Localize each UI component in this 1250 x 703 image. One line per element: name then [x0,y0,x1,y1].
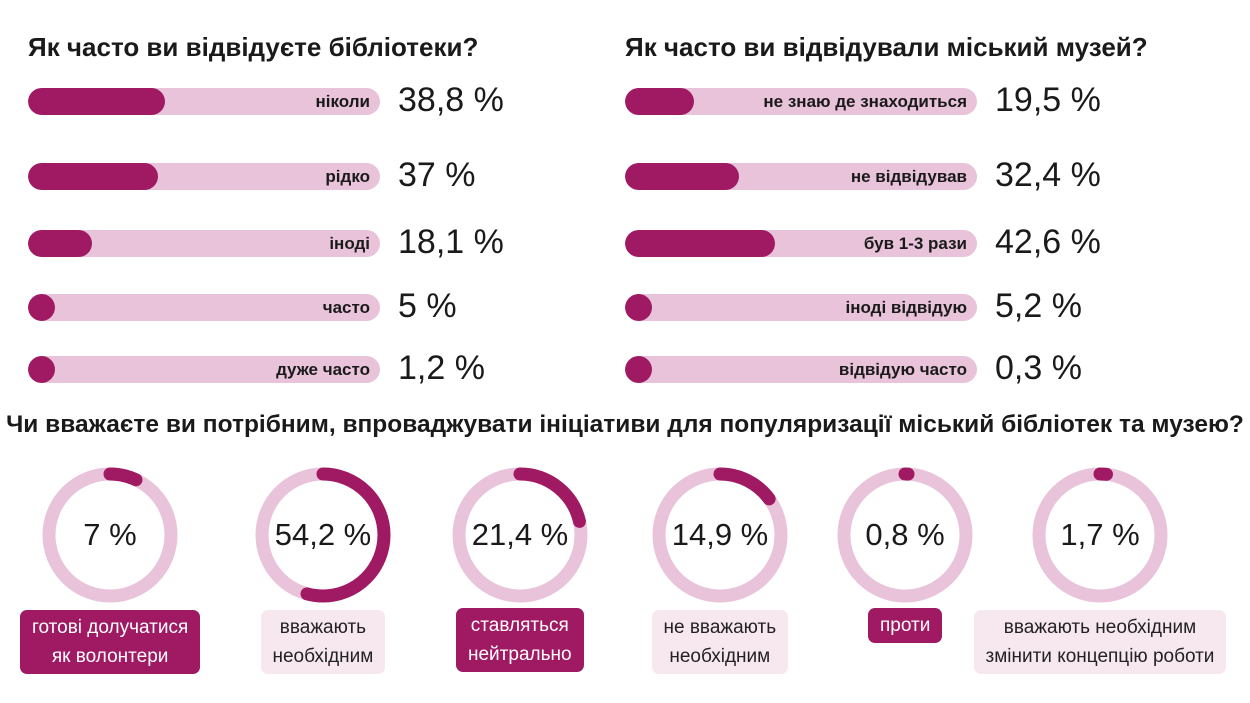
bar-value-label: 5 % [398,287,457,325]
donut-chart: 1,7 % [1025,460,1175,610]
bar-fill [625,88,694,115]
bar-category-label: іноді відвідую [845,298,968,317]
bar-fill [28,230,92,257]
bar-row: дуже часто 1,2 % [28,349,588,387]
bar-category-label: відвідую часто [838,360,967,379]
donut-slice [452,467,588,603]
donut-chart: 0,8 % [830,460,980,610]
initiatives-donut-charts: 7 % готові долучатися як волонтери 54,2 % вв… [0,460,1250,703]
donut-category-label: проти [868,608,943,643]
bar-fill [625,356,652,383]
bar-category-label: не відвідував [850,167,967,186]
donut-category-label: вважають необхідним [260,610,386,674]
donut-value-label: 0,8 % [865,517,945,552]
bar-value-label: 32,4 % [995,156,1101,194]
bar-row: не знаю де знаходиться 19,5 % [625,81,1185,119]
bar-value-label: 37 % [398,156,476,194]
bar-row: рідко 37 % [28,156,588,194]
bar-track: рідко [28,163,380,190]
donut-slice [255,467,391,603]
donut-slice [1032,467,1168,603]
bar-value-label: 1,2 % [398,349,485,387]
donut-chart: 21,4 % [445,460,595,610]
donut-svg [452,467,588,603]
donut-slice [837,467,973,603]
bar-row: ніколи 38,8 % [28,81,588,119]
donut-slice [652,467,788,603]
donut-category-label: вважають необхідним змінити концепцію роб… [973,610,1227,674]
bar-value-label: 0,3 % [995,349,1082,387]
bar-track: дуже часто [28,356,380,383]
bar-row: був 1-3 рази 42,6 % [625,223,1185,261]
bar-category-label: не знаю де знаходиться [763,92,967,111]
donut-svg [837,467,973,603]
bar-value-label: 5,2 % [995,287,1082,325]
initiatives-question-title: Чи вважаєте ви потрібним, впроваджувати … [6,411,1244,438]
donut-category-label: не вважають необхідним [651,610,789,674]
bar-row: не відвідував 32,4 % [625,156,1185,194]
bar-track: часто [28,294,380,321]
donut-slice [42,467,178,603]
bar-track: іноді відвідую [625,294,977,321]
bar-fill [28,294,55,321]
bar-fill [625,294,652,321]
donut-category-label: готові долучатися як волонтери [20,610,201,674]
bar-track: був 1-3 рази [625,230,977,257]
bar-row: іноді 18,1 % [28,223,588,261]
bar-fill [625,230,775,257]
donut-chart: 54,2 % [248,460,398,610]
donut-chart: 7 % [35,460,185,610]
bar-row: іноді відвідую 5,2 % [625,287,1185,325]
donut-svg [255,467,391,603]
bar-row: відвідую часто 0,3 % [625,349,1185,387]
bar-value-label: 42,6 % [995,223,1101,261]
bar-track: не знаю де знаходиться [625,88,977,115]
donut-value-label: 21,4 % [471,517,569,552]
donut-svg [42,467,178,603]
donut-value-label: 1,7 % [1060,517,1140,552]
donut-category-label: ставляться нейтрально [456,608,584,672]
bar-track: іноді [28,230,380,257]
bar-category-label: був 1-3 рази [863,234,967,253]
bar-category-label: іноді [329,234,370,253]
bar-fill [625,163,740,190]
bar-value-label: 19,5 % [995,81,1101,119]
bar-track: ніколи [28,88,380,115]
bar-value-label: 38,8 % [398,81,504,119]
donut-value-label: 14,9 % [671,517,769,552]
bar-value-label: 18,1 % [398,223,504,261]
bar-fill [28,163,159,190]
bar-category-label: рідко [325,167,370,186]
bar-category-label: дуже часто [276,360,370,379]
bar-fill [28,88,165,115]
bar-track: не відвідував [625,163,977,190]
library-chart-title: Як часто ви відвідуєте бібліотеки? [28,32,479,62]
bar-track: відвідую часто [625,356,977,383]
donut-svg [652,467,788,603]
bar-fill [28,356,55,383]
bar-category-label: ніколи [315,92,371,111]
donut-svg [1032,467,1168,603]
bar-category-label: часто [322,298,370,317]
donut-value-label: 54,2 % [274,517,372,552]
donut-chart: 14,9 % [645,460,795,610]
bar-row: часто 5 % [28,287,588,325]
museum-chart-title: Як часто ви відвідували міський музей? [625,32,1148,62]
donut-value-label: 7 % [83,517,137,552]
